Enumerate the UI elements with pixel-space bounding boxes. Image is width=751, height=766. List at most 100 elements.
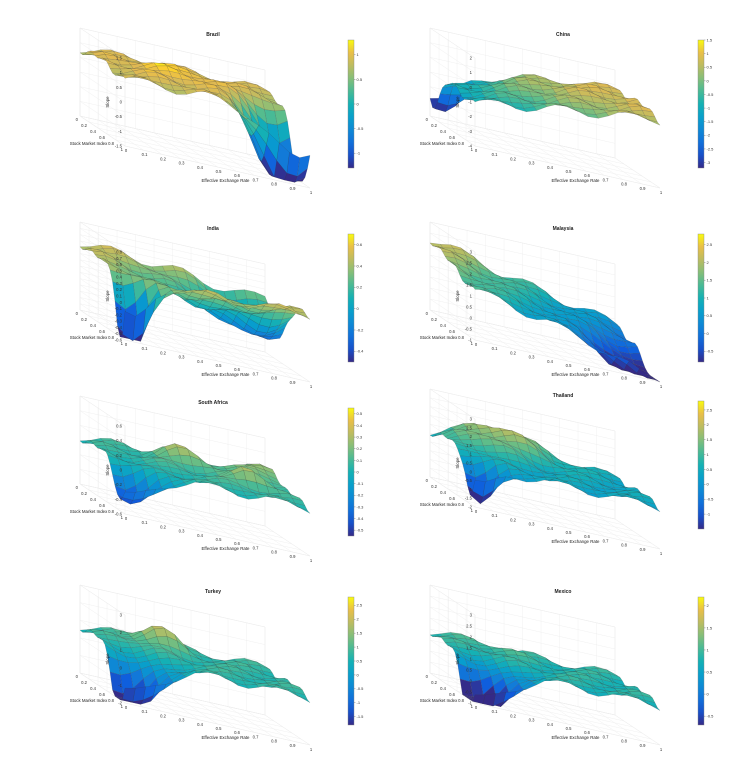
colorbar (347, 407, 355, 537)
colorbar-tick-label: 2.5 (357, 603, 363, 608)
z-tick-label: 0.5 (116, 268, 122, 273)
z-tick-label: 0 (120, 300, 123, 305)
z-tick-label: 2 (470, 56, 473, 61)
x-tick-label: 0.8 (621, 543, 627, 548)
z-tick-label: 0.5 (466, 461, 472, 466)
y-tick-label: 0.6 (449, 496, 455, 501)
y-tick-label: 0.2 (81, 680, 87, 685)
x-tick-label: 0.8 (271, 739, 277, 744)
z-tick-label: 0.5 (466, 305, 472, 310)
y-tick-label: 0.4 (440, 323, 446, 328)
z-tick-label: 0.4 (116, 275, 122, 280)
colorbar-tick-label: -0.5 (707, 92, 715, 97)
x-tick-label: 0.3 (529, 522, 535, 527)
surface-panel-china: China -4 -3 -2 -1 0 1 2 Slope 0 0.2 0.4 0.6 0.8 1 Stock… (405, 27, 714, 195)
x-tick-label: 0.9 (640, 547, 646, 552)
colorbar (697, 400, 705, 530)
x-tick-label: 0.3 (529, 355, 535, 360)
chart-title: Thailand (553, 393, 574, 399)
x-tick-label: 0.9 (640, 380, 646, 385)
z-tick-label: 2 (470, 272, 473, 277)
y-tick-label: 0.4 (440, 686, 446, 691)
y-tick-label: 0.2 (431, 484, 437, 489)
z-tick-label: 0.8 (116, 250, 122, 255)
surface-panel-turkey: Turkey -2 -1 0 1 2 3 Slope 0 0.2 0.4 0.6 0.8 1 Stock M… (55, 584, 364, 752)
surface-plot: China-4-3-2-1012Slope00.20.40.60.81Stock… (420, 27, 714, 195)
z-tick-label: 1.5 (466, 646, 472, 651)
z-tick-label: -0.5 (115, 331, 123, 336)
x-tick-label: 1 (310, 747, 313, 752)
x-tick-label: 0.6 (234, 730, 240, 735)
y-tick-label: 1 (471, 508, 474, 513)
colorbar-tick-label: 0 (707, 78, 710, 83)
z-tick-label: 1.5 (466, 283, 472, 288)
y-tick-label: 1 (121, 515, 124, 520)
x-tick-label: 0.3 (179, 161, 185, 166)
surface-mesh (79, 625, 311, 705)
x-tick-label: 0.6 (234, 367, 240, 372)
x-tick-label: 0 (125, 516, 128, 521)
colorbar-tick-label: 1 (357, 644, 360, 649)
x-axis-label: Effective Exchange Rate (201, 546, 250, 551)
colorbar-tick-label: -0.4 (357, 516, 365, 521)
z-tick-label: 1 (470, 657, 473, 662)
z-tick-label: 1 (120, 648, 123, 653)
x-tick-label: 0.4 (547, 359, 553, 364)
colorbar-tick-label: -0.5 (707, 497, 715, 502)
colorbar-tick-label: 2 (707, 260, 710, 265)
x-tick-label: 0.6 (584, 173, 590, 178)
y-axis-label: Stock Market Index (420, 698, 458, 703)
colorbar-tick-label: 2 (357, 617, 360, 622)
y-tick-label: 0.8 (458, 502, 464, 507)
y-tick-label: 0.6 (99, 135, 105, 140)
colorbar-tick-label: 0 (707, 692, 710, 697)
x-tick-label: 0.5 (566, 169, 572, 174)
colorbar-tick-label: 0 (707, 331, 710, 336)
x-tick-label: 0.9 (640, 186, 646, 191)
z-tick-label: -1 (118, 129, 122, 134)
z-tick-label: 0 (120, 100, 123, 105)
x-tick-label: 0.8 (271, 550, 277, 555)
x-tick-label: 0.7 (603, 177, 609, 182)
chart-title: Brazil (206, 32, 220, 38)
y-axis-label: Stock Market Index (70, 335, 108, 340)
chart-title: South Africa (198, 400, 228, 406)
x-tick-label: 0.2 (510, 350, 516, 355)
chart-title: India (207, 226, 219, 232)
colorbar-tick-label: -0.4 (357, 349, 365, 354)
colorbar-tick-label: 2.5 (707, 407, 713, 412)
colorbar-tick-label: -0.5 (707, 714, 715, 719)
x-tick-label: 0.6 (584, 730, 590, 735)
y-tick-label: 0.8 (458, 335, 464, 340)
surface-mesh (429, 242, 661, 383)
colorbar-tick-label: 0.5 (707, 313, 713, 318)
y-tick-label: 0.2 (81, 123, 87, 128)
y-tick-label: 0.6 (99, 329, 105, 334)
colorbar-tick-label: 0.5 (357, 658, 363, 663)
y-tick-label: 0.6 (99, 692, 105, 697)
y-tick-label: 0.6 (449, 135, 455, 140)
z-tick-label: -1 (468, 701, 472, 706)
chart-title: Turkey (205, 589, 221, 595)
x-tick-label: 0.4 (197, 722, 203, 727)
z-tick-label: 0.4 (116, 438, 122, 443)
x-tick-label: 0.8 (621, 376, 627, 381)
z-axis-label: Slope (455, 457, 460, 469)
z-tick-label: 2.5 (466, 624, 472, 629)
x-tick-label: 0.4 (547, 165, 553, 170)
colorbar-tick-label: 2 (707, 422, 710, 427)
colorbar-tick-label: 0.6 (357, 242, 363, 247)
x-tick-label: 0.9 (290, 554, 296, 559)
x-tick-label: 0.4 (547, 526, 553, 531)
z-tick-label: -0.5 (465, 690, 473, 695)
z-tick-label: 2 (470, 635, 473, 640)
colorbar-tick-label: -1 (357, 700, 361, 705)
x-tick-label: 0.7 (253, 734, 259, 739)
x-tick-label: 0.5 (216, 169, 222, 174)
y-tick-label: 0.4 (90, 497, 96, 502)
colorbar-tick-label: 1.5 (707, 625, 713, 630)
surface-plot: Brazil-1.5-1-0.500.511.5Slope00.20.40.60… (70, 27, 364, 195)
y-tick-label: 0 (76, 485, 79, 490)
y-tick-label: 0.8 (458, 698, 464, 703)
